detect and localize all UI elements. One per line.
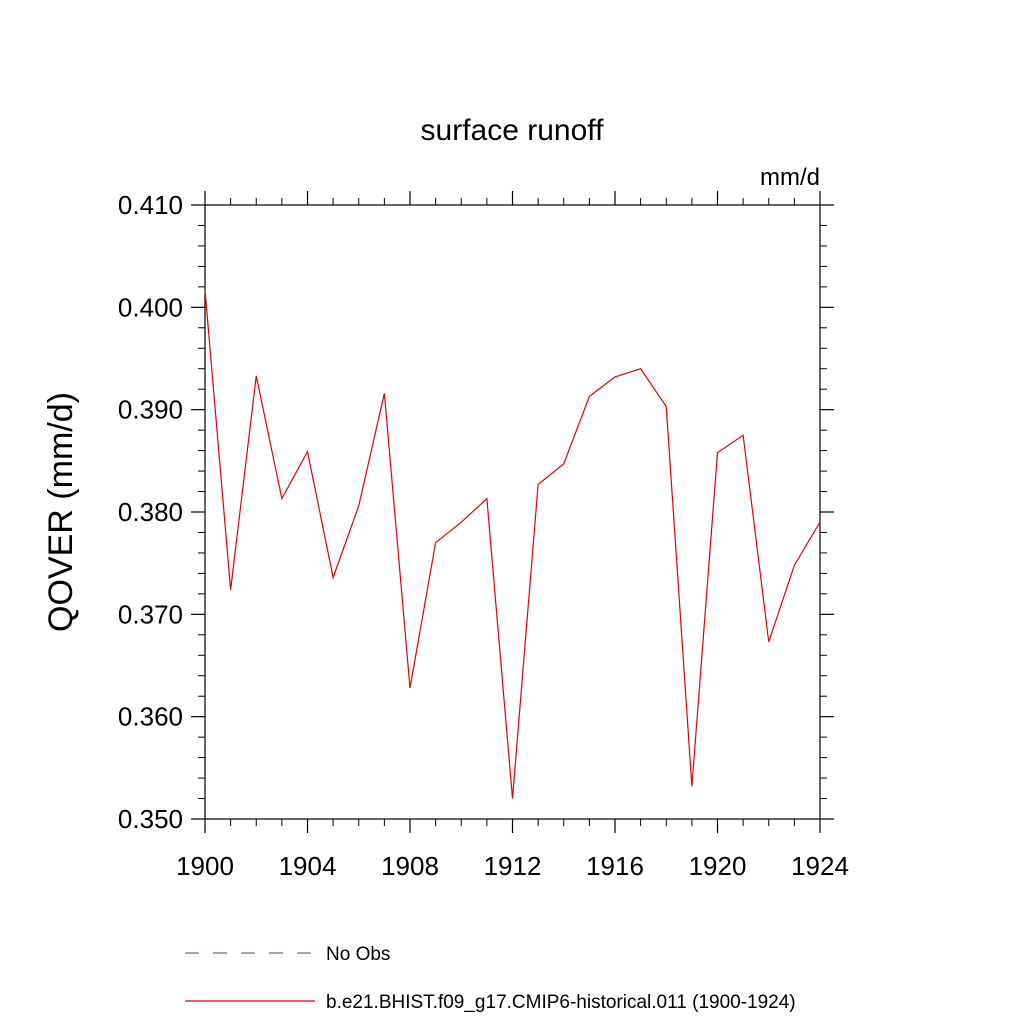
- y-tick-label: 0.380: [118, 497, 183, 527]
- y-tick-label: 0.350: [118, 804, 183, 834]
- x-tick-label: 1920: [689, 851, 747, 881]
- plot-frame: [204, 204, 821, 820]
- legend-label-model: b.e21.BHIST.f09_g17.CMIP6-historical.011…: [326, 992, 796, 1013]
- y-tick-label: 0.400: [118, 292, 183, 322]
- series-group: [204, 289, 821, 799]
- x-tick-label: 1924: [791, 851, 849, 881]
- units-label: mm/d: [760, 164, 820, 191]
- x-tick-label: 1912: [484, 851, 542, 881]
- x-tick-label: 1908: [381, 851, 439, 881]
- axis-ticks: [191, 191, 834, 833]
- y-tick-label: 0.360: [118, 702, 183, 732]
- y-tick-label: 0.370: [118, 599, 183, 629]
- y-tick-label: 0.410: [118, 190, 183, 220]
- y-tick-label: 0.390: [118, 395, 183, 425]
- x-tick-label: 1900: [176, 851, 234, 881]
- legend: No Obs b.e21.BHIST.f09_g17.CMIP6-histori…: [185, 944, 796, 1013]
- legend-label-no-obs: No Obs: [326, 944, 390, 965]
- x-tick-label: 1916: [586, 851, 644, 881]
- chart-title: surface runoff: [421, 114, 605, 147]
- x-tick-label: 1904: [279, 851, 337, 881]
- series-line: [204, 289, 821, 799]
- axis-tick-labels: 1900 1904 1908 1912 1916 1920 1924 0.350 0.360 0.…: [118, 190, 849, 881]
- y-axis-label: QOVER (mm/d): [42, 392, 80, 632]
